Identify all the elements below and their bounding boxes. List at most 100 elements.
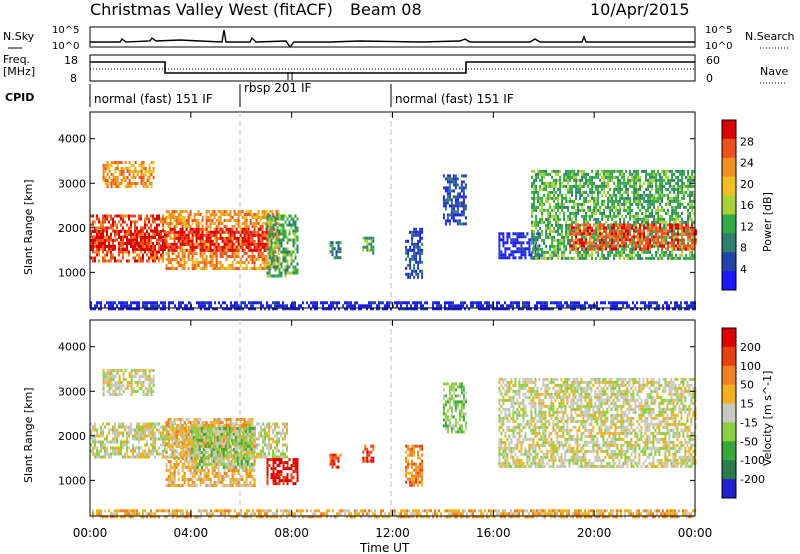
power-cell <box>446 219 449 223</box>
power-cell <box>154 256 156 260</box>
power-cell <box>462 201 465 205</box>
power-cell <box>689 244 691 248</box>
power-cell <box>613 226 615 230</box>
power-cell <box>261 245 264 249</box>
power-cell <box>402 301 404 305</box>
velocity-cell <box>104 446 106 450</box>
power-cell <box>201 258 204 261</box>
power-cell <box>186 304 188 308</box>
power-cell <box>181 239 184 243</box>
power-cell <box>270 304 272 308</box>
power-cell <box>294 265 297 269</box>
power-cell <box>585 220 588 224</box>
power-cell <box>661 229 663 233</box>
power-cell <box>273 261 276 264</box>
power-cell <box>589 217 592 221</box>
power-cell <box>197 261 200 264</box>
power-cell <box>274 232 277 236</box>
velocity-cell <box>96 440 98 444</box>
velocity-cell <box>114 431 116 435</box>
power-cell <box>555 202 558 206</box>
power-cell <box>237 213 240 216</box>
velocity-cell <box>94 452 96 456</box>
power-cell <box>498 301 500 305</box>
power-cell <box>408 301 410 305</box>
power-cell <box>144 248 146 251</box>
power-cell <box>227 246 230 249</box>
power-cell <box>169 242 172 246</box>
power-cell <box>242 307 244 311</box>
power-cell <box>421 227 424 231</box>
power-cell <box>288 250 291 254</box>
velocity-cell <box>94 422 96 426</box>
power-cell <box>530 307 532 311</box>
power-cell <box>537 175 540 179</box>
power-cell <box>617 241 619 245</box>
power-cell <box>209 245 212 249</box>
power-cell <box>298 304 300 308</box>
power-cell <box>631 250 634 254</box>
power-cell <box>626 301 628 305</box>
power-cell <box>484 301 486 305</box>
power-cell <box>128 307 130 311</box>
power-cell <box>148 248 150 251</box>
power-cell <box>631 235 633 239</box>
power-cell <box>156 223 158 227</box>
power-cell <box>197 213 200 216</box>
power-cell <box>512 304 514 308</box>
power-cell <box>185 242 188 246</box>
power-cell <box>559 193 562 197</box>
power-cell <box>478 304 480 308</box>
power-cell <box>120 182 123 185</box>
power-cell <box>539 235 542 239</box>
power-cell <box>130 301 132 305</box>
power-cell <box>272 214 275 218</box>
power-cell <box>611 241 613 245</box>
power-cell <box>419 260 422 264</box>
power-cell <box>263 213 266 216</box>
power-cell <box>553 235 556 239</box>
power-cell <box>565 232 568 236</box>
power-cell <box>458 186 461 190</box>
power-cell <box>543 208 546 212</box>
power-cell <box>280 265 283 269</box>
power-cell <box>421 242 424 246</box>
power-cell <box>531 169 534 173</box>
power-cell <box>607 199 610 203</box>
power-cell <box>557 169 560 173</box>
power-cell <box>290 250 293 254</box>
power-cell <box>346 307 348 311</box>
power-cell <box>350 304 352 308</box>
power-cell <box>249 236 252 240</box>
power-cell <box>629 217 632 221</box>
power-cell <box>541 247 544 251</box>
power-cell <box>564 301 566 305</box>
power-cell <box>177 255 180 258</box>
power-cell <box>619 244 621 248</box>
power-cell <box>671 226 673 230</box>
power-cell <box>193 219 196 222</box>
power-cell <box>657 187 660 191</box>
power-cell <box>679 214 682 218</box>
power-cell <box>458 201 461 205</box>
velocity-cell <box>98 440 100 444</box>
power-cell <box>646 304 648 308</box>
power-cell <box>464 195 467 199</box>
power-cell <box>591 181 594 185</box>
power-cell <box>577 229 579 233</box>
power-cell <box>118 230 120 233</box>
power-cell <box>605 244 607 248</box>
power-cell <box>337 247 340 251</box>
power-cell <box>563 241 566 245</box>
power-cell <box>601 241 603 245</box>
velocity-cell <box>108 440 110 444</box>
power-cell <box>416 301 418 305</box>
power-cell <box>237 252 240 255</box>
power-cell <box>282 235 285 239</box>
power-cell <box>201 236 204 240</box>
power-cell <box>679 184 682 188</box>
power-cell <box>671 256 674 260</box>
power-cell <box>512 301 514 305</box>
power-cell <box>583 244 585 248</box>
power-cell <box>675 232 677 236</box>
